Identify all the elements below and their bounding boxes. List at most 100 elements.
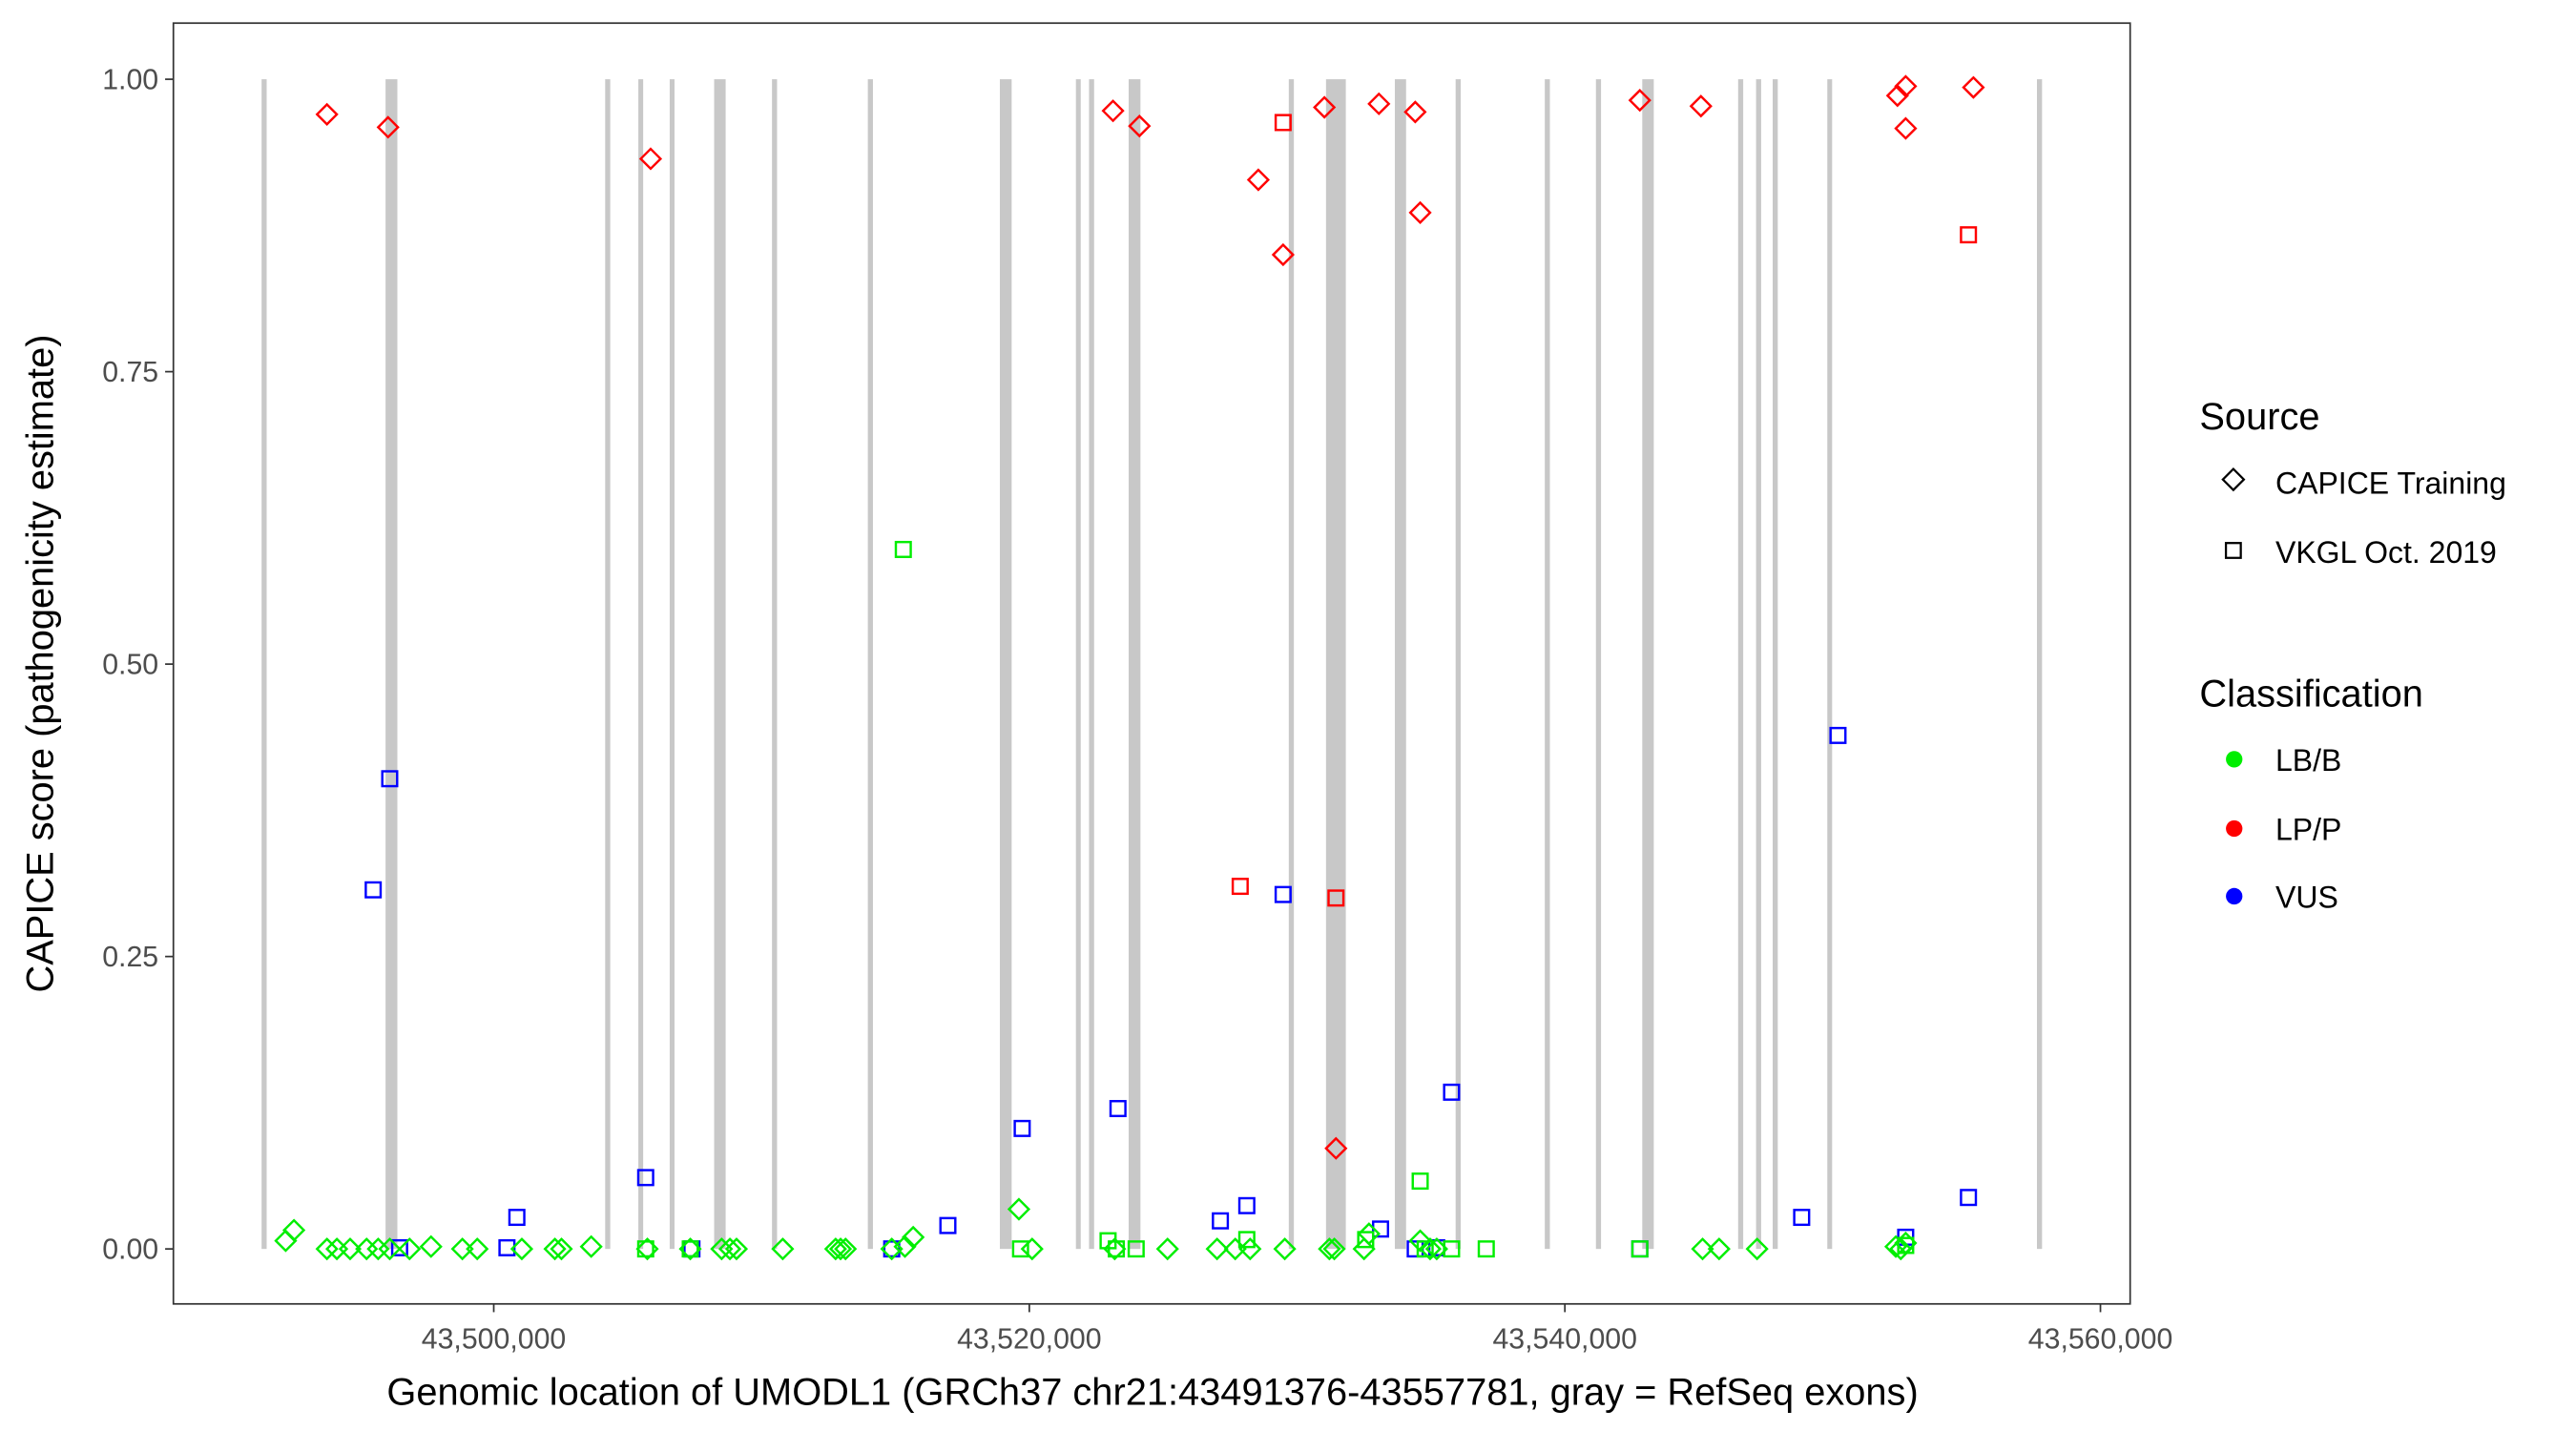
square-point-2-4 (508, 1209, 526, 1227)
y-tick-label: 1.00 (102, 64, 158, 95)
square-point-2-22 (1960, 1189, 1978, 1207)
exon-band-5 (714, 79, 726, 1250)
diamond-point-0-9 (1403, 100, 1427, 124)
exon-band-4 (669, 79, 675, 1250)
exon-band-6 (772, 79, 778, 1250)
square-point-2-0 (381, 770, 399, 788)
square-point-3-14 (1631, 1240, 1649, 1258)
diamond-point-4-19 (717, 1237, 742, 1261)
square-point-3-11 (1443, 1240, 1461, 1258)
diamond-point-4-8 (398, 1237, 422, 1261)
legend-class-lpp: LP/P (2275, 813, 2341, 847)
diamond-point-4-5 (355, 1237, 379, 1261)
legend: Source CAPICE Training VKGL Oct. 2019 Cl… (2199, 396, 2506, 915)
diamond-point-4-28 (1007, 1197, 1031, 1221)
diamond-point-0-14 (1894, 74, 1918, 98)
diamond-point-4-44 (1707, 1237, 1731, 1261)
diamond-point-0-5 (1246, 168, 1271, 192)
square-point-3-2 (681, 1240, 699, 1258)
legend-source-vkgl: VKGL Oct. 2019 (2275, 535, 2497, 570)
diamond-point-4-1 (281, 1218, 306, 1242)
diamond-point-4-21 (771, 1237, 795, 1261)
diamond-point-4-34 (1238, 1237, 1262, 1261)
y-tick-label: 0.50 (102, 650, 158, 681)
square-point-1-0 (1274, 114, 1292, 132)
square-point-2-5 (636, 1169, 654, 1187)
diamond-point-4-13 (543, 1237, 567, 1261)
diamond-point-4-25 (880, 1237, 904, 1261)
square-point-1-1 (1231, 878, 1249, 896)
exon-band-0 (261, 79, 267, 1250)
diamond-point-4-35 (1273, 1237, 1297, 1261)
diamond-point-4-36 (1318, 1237, 1341, 1261)
diamond-point-0-11 (1628, 89, 1652, 113)
exon-band-22 (1827, 79, 1833, 1250)
exon-band-1 (385, 79, 398, 1250)
exon-band-9 (1075, 79, 1081, 1250)
diamond-point-4-9 (419, 1234, 443, 1258)
square-point-2-7 (883, 1240, 901, 1258)
exon-band-21 (1772, 79, 1778, 1250)
diamond-point-4-11 (466, 1237, 489, 1261)
diamond-point-4-42 (1424, 1237, 1448, 1261)
exon-band-3 (638, 79, 644, 1250)
square-point-1-2 (1327, 889, 1345, 907)
legend-square-icon (2224, 542, 2242, 559)
exon-band-11 (1128, 79, 1141, 1250)
x-tick-label: 43,540,000 (1492, 1323, 1637, 1355)
y-tick-label: 0.00 (102, 1234, 158, 1266)
square-point-2-20 (1829, 726, 1847, 744)
diamond-point-4-40 (1408, 1229, 1432, 1253)
diamond-point-4-46 (1883, 1234, 1908, 1258)
diamond-point-4-48 (1894, 1231, 1918, 1255)
exon-band-16 (1545, 79, 1550, 1250)
diamond-point-0-6 (1271, 242, 1295, 267)
exon-band-17 (1595, 79, 1602, 1250)
diamond-point-4-23 (828, 1237, 853, 1261)
x-tick-label: 43,520,000 (957, 1323, 1102, 1355)
diamond-point-4-29 (1020, 1237, 1044, 1261)
diamond-point-4-41 (1418, 1237, 1443, 1261)
diamond-point-4-22 (823, 1237, 847, 1261)
diamond-point-4-30 (1103, 1237, 1127, 1261)
square-point-3-3 (1011, 1240, 1029, 1258)
exon-band-8 (999, 79, 1012, 1250)
square-point-3-12 (1477, 1240, 1495, 1258)
x-axis-ticks: 43,500,000 43,520,000 43,540,000 43,560,000 (422, 1303, 2173, 1355)
y-tick-label: 0.25 (102, 942, 158, 973)
legend-lbb-dot (2226, 751, 2243, 768)
square-point-2-10 (1109, 1100, 1127, 1118)
legend-vus-dot (2226, 887, 2243, 905)
exon-band-12 (1288, 79, 1295, 1250)
diamond-point-0-10 (1408, 200, 1432, 224)
exon-band-2 (605, 79, 611, 1250)
diamond-point-4-18 (710, 1237, 734, 1261)
legend-source-capice: CAPICE Training (2275, 466, 2506, 500)
diamond-point-4-38 (1352, 1237, 1376, 1261)
square-point-2-19 (1793, 1209, 1811, 1227)
square-point-3-0 (894, 540, 912, 558)
exon-bands (261, 79, 2043, 1250)
diamond-point-4-7 (378, 1237, 402, 1261)
legend-source-title: Source (2199, 396, 2319, 438)
diamond-point-4-4 (338, 1237, 363, 1261)
diamond-point-0-16 (1962, 75, 1985, 99)
x-tick-label: 43,560,000 (2028, 1323, 2173, 1355)
square-point-2-13 (1274, 885, 1292, 903)
x-axis-label: Genomic location of UMODL1 (GRCh37 chr21… (386, 1371, 1918, 1413)
diamond-point-0-13 (1885, 84, 1909, 108)
diamond-point-4-43 (1691, 1237, 1714, 1261)
square-point-3-6 (1127, 1240, 1145, 1258)
diamond-point-4-20 (724, 1237, 749, 1261)
exon-band-19 (1737, 79, 1744, 1250)
legend-class-vus: VUS (2275, 881, 2338, 915)
diamond-point-0-15 (1894, 116, 1918, 140)
diamond-point-0-4 (1128, 114, 1152, 138)
diamond-point-0-1 (376, 115, 400, 139)
diamond-point-0-17 (1324, 1136, 1348, 1160)
diamond-point-4-45 (1745, 1237, 1769, 1261)
square-point-1-3 (1960, 226, 1978, 244)
diamond-point-0-2 (638, 147, 663, 171)
diamond-point-4-26 (893, 1234, 917, 1258)
exon-band-15 (1455, 79, 1462, 1250)
